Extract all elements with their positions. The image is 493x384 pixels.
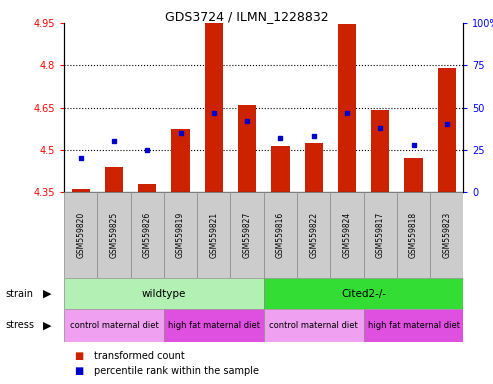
Bar — [397, 192, 430, 278]
Bar — [371, 110, 389, 192]
Text: control maternal diet: control maternal diet — [269, 321, 358, 330]
Text: GSM559818: GSM559818 — [409, 212, 418, 258]
Bar — [197, 192, 230, 278]
Text: wildtype: wildtype — [141, 289, 186, 299]
Text: Cited2-/-: Cited2-/- — [341, 289, 386, 299]
Text: GSM559816: GSM559816 — [276, 212, 285, 258]
Text: GSM559827: GSM559827 — [243, 212, 251, 258]
Bar — [264, 192, 297, 278]
Bar — [264, 278, 463, 309]
Text: percentile rank within the sample: percentile rank within the sample — [94, 366, 259, 376]
Bar — [138, 184, 156, 192]
Text: ■: ■ — [74, 351, 83, 361]
Text: control maternal diet: control maternal diet — [70, 321, 158, 330]
Text: ▶: ▶ — [42, 320, 51, 331]
Text: high fat maternal diet: high fat maternal diet — [367, 321, 459, 330]
Bar — [305, 143, 323, 192]
Bar — [330, 192, 363, 278]
Bar — [438, 68, 456, 192]
Text: GSM559819: GSM559819 — [176, 212, 185, 258]
Text: GDS3724 / ILMN_1228832: GDS3724 / ILMN_1228832 — [165, 10, 328, 23]
Bar — [64, 278, 264, 309]
Text: GSM559826: GSM559826 — [143, 212, 152, 258]
Bar — [131, 192, 164, 278]
Bar — [164, 309, 264, 342]
Bar — [71, 189, 90, 192]
Text: GSM559823: GSM559823 — [442, 212, 451, 258]
Text: strain: strain — [5, 289, 33, 299]
Bar — [271, 146, 289, 192]
Bar — [238, 105, 256, 192]
Text: transformed count: transformed count — [94, 351, 184, 361]
Bar — [338, 25, 356, 192]
Bar — [64, 309, 164, 342]
Text: GSM559821: GSM559821 — [210, 212, 218, 258]
Text: GSM559824: GSM559824 — [343, 212, 352, 258]
Bar — [363, 192, 397, 278]
Bar — [230, 192, 264, 278]
Bar — [205, 23, 223, 192]
Bar — [297, 192, 330, 278]
Text: GSM559822: GSM559822 — [309, 212, 318, 258]
Bar — [363, 309, 463, 342]
Bar — [172, 129, 190, 192]
Bar — [64, 192, 97, 278]
Text: ■: ■ — [74, 366, 83, 376]
Bar — [164, 192, 197, 278]
Bar — [264, 309, 363, 342]
Text: GSM559817: GSM559817 — [376, 212, 385, 258]
Text: high fat maternal diet: high fat maternal diet — [168, 321, 260, 330]
Bar — [404, 158, 423, 192]
Text: stress: stress — [5, 320, 34, 331]
Text: GSM559820: GSM559820 — [76, 212, 85, 258]
Bar — [430, 192, 463, 278]
Bar — [105, 167, 123, 192]
Bar — [97, 192, 131, 278]
Text: GSM559825: GSM559825 — [109, 212, 118, 258]
Text: ▶: ▶ — [42, 289, 51, 299]
